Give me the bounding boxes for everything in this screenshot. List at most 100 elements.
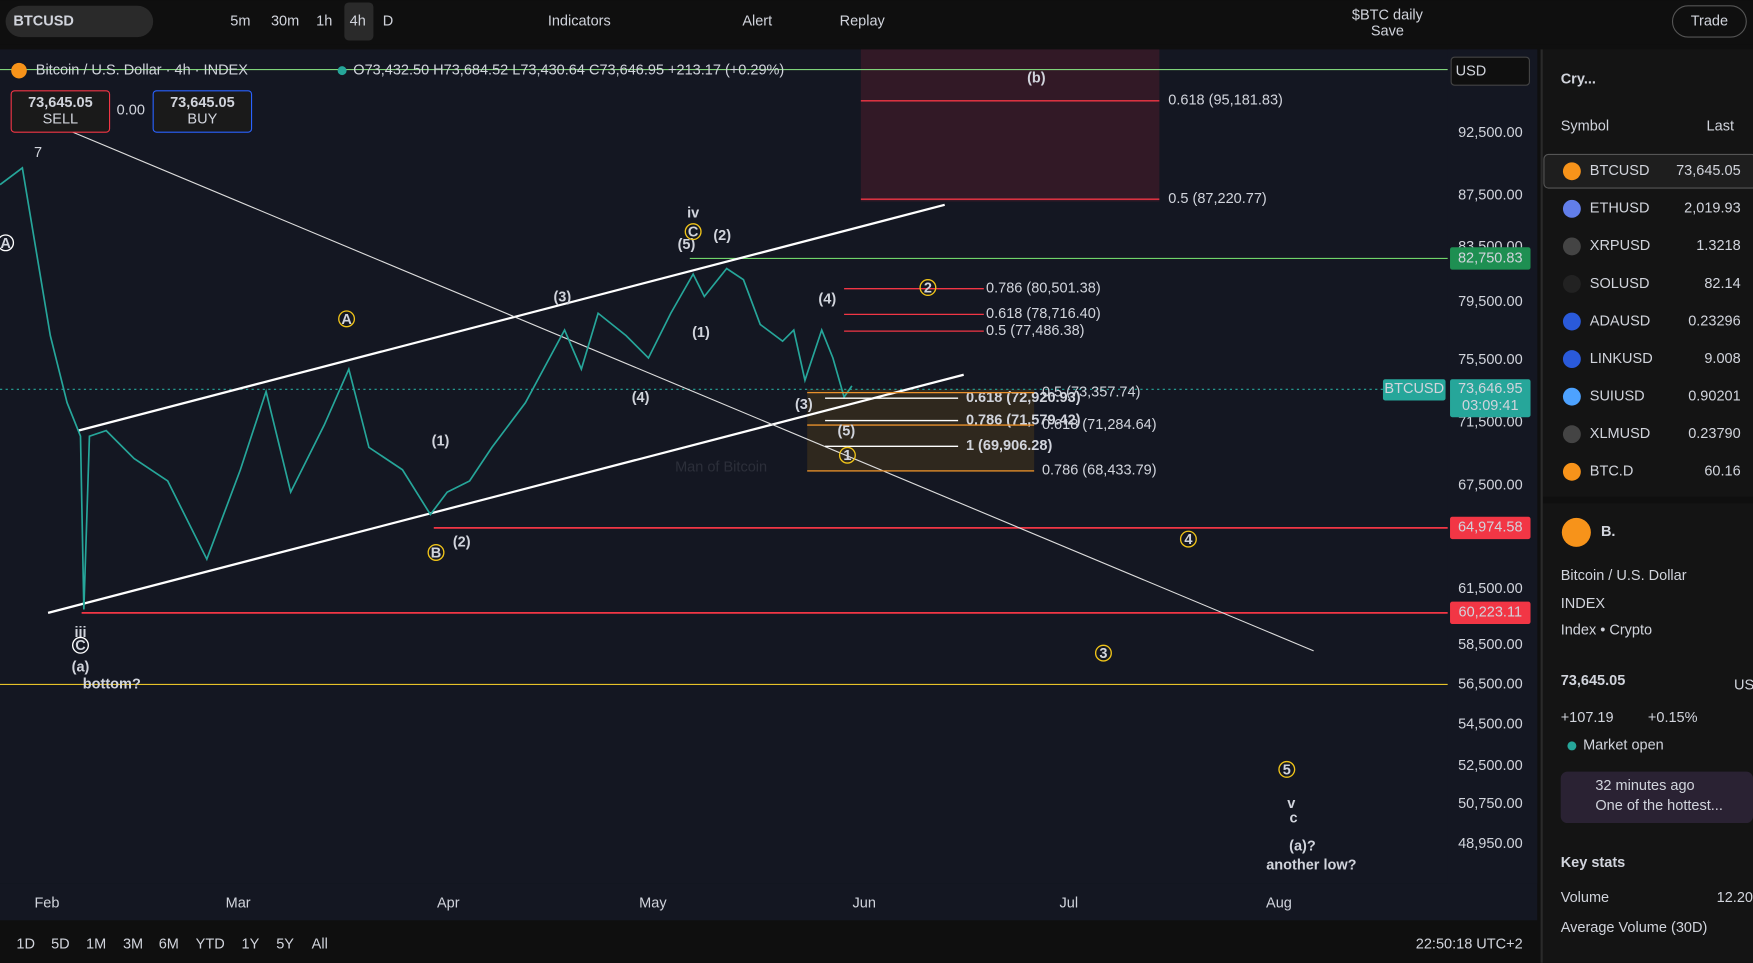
current-price: 73,646.95 [1458,381,1523,397]
wave-label: iv [687,206,700,222]
range-button[interactable]: 6M [159,937,179,953]
coin-icon [1562,425,1581,444]
price-label: 92,500.00 [1458,125,1523,141]
buy-box [152,90,253,133]
time-label: Mar [226,895,251,911]
last-cell: 0.23296 [1688,313,1740,329]
symbol-cell[interactable]: SOLUSD [1590,276,1650,292]
interval-button[interactable]: 4h [350,13,366,29]
trade-button[interactable] [1671,5,1747,38]
wave-label: (4) [818,292,836,308]
indicators-button[interactable]: Indicators [548,13,611,29]
symbol-icon [11,62,27,79]
price-tag [1450,601,1531,625]
price-label: 79,500.00 [1458,294,1523,310]
watchlist-title[interactable]: Cry... [1561,71,1596,87]
circled-label: B [431,545,441,561]
symbol-cell[interactable]: XRPUSD [1590,238,1651,254]
currency-box [1450,56,1530,86]
circled-marker [1179,530,1197,548]
price-label: 61,500.00 [1458,581,1523,597]
coin-icon [1562,199,1581,218]
range-button[interactable]: 1Y [242,937,260,953]
save-label: Save [1371,23,1404,39]
circled-marker [919,279,937,297]
fib-label: 0.618 (72,920.93) [966,390,1081,406]
watchlist-panel [1542,49,1753,497]
price-tag-label: 60,223.11 [1459,605,1522,621]
symbol-cell[interactable]: BTCUSD [1590,163,1650,179]
fib-label: 0.786 (68,433.79) [1042,463,1157,479]
interval-button[interactable]: 30m [271,13,299,29]
trade-button[interactable]: Trade [1691,13,1728,29]
layout-name[interactable]: $BTC daily [1352,8,1424,24]
sell-price[interactable]: 73,645.05 [28,95,93,111]
alert-button[interactable]: Alert [742,13,772,29]
buy-price[interactable]: 73,645.05 [170,95,235,111]
support-zone [807,389,1035,472]
row-selected [1543,153,1753,189]
time-axis [0,883,1538,921]
status-dot [337,66,347,76]
range-button[interactable]: 5Y [276,937,294,953]
wave-label: (3) [795,397,813,413]
wave-label: (1) [692,325,710,341]
last-cell: 82.14 [1704,276,1740,292]
circled-label: C [688,225,699,241]
range-button[interactable]: 3M [123,937,143,953]
last-cell: 9.008 [1704,351,1740,367]
symbol-box[interactable] [5,5,154,38]
circled-marker [0,234,15,252]
fib-label: 0.786 (80,501.38) [986,280,1101,296]
circled-marker [1094,644,1112,662]
buy-label: BUY [187,112,217,128]
symbol-cell[interactable]: ETHUSD [1590,201,1650,217]
interval-button[interactable]: D [383,13,393,29]
coin-icon [1562,387,1581,406]
stat-label: Volume [1561,890,1609,906]
time-label: Jul [1060,895,1079,911]
wave-label: (3) [553,289,571,305]
wave-label: (2) [453,534,471,550]
coin-icon [1562,162,1581,181]
symbol-cell[interactable]: BTC.D [1590,464,1634,480]
replay-button[interactable]: Replay [840,13,886,29]
time-label: Feb [34,895,59,911]
symbol-cell[interactable]: LINKUSD [1590,351,1653,367]
circled-label: 3 [1099,646,1107,662]
target-zone [860,49,1160,202]
top-toolbar [0,0,1753,45]
price-trace [0,166,853,610]
symbol-cell[interactable]: SUIUSD [1590,388,1645,404]
range-button[interactable]: 5D [51,937,70,953]
range-button[interactable]: YTD [196,937,225,953]
symbol-cell[interactable]: XLMUSD [1590,426,1651,442]
detail-symbol: B. [1601,524,1616,540]
circled-label: A [341,312,352,328]
interval-button[interactable]: 1h [316,13,332,29]
symbol[interactable]: BTCUSD [13,13,73,29]
current-symbol-tag [1382,379,1446,401]
wave-label: (a) [72,659,90,675]
price-tag [1450,247,1531,270]
price-label: 50,750.00 [1458,796,1523,812]
range-button[interactable]: 1D [16,937,35,953]
details-panel [1542,503,1753,963]
interval-button[interactable]: 5m [230,13,250,29]
detail-currency: US [1734,677,1753,693]
news-box [1560,771,1753,824]
range-button[interactable]: All [312,937,328,953]
symbol-cell[interactable]: ADAUSD [1590,313,1651,329]
wave-label: (b) [1027,70,1046,86]
circled-marker [427,543,445,561]
last-cell: 73,645.05 [1676,163,1741,179]
currency-select[interactable]: USD [1456,64,1487,80]
detail-name: Bitcoin / U.S. Dollar [1561,568,1687,584]
detail-icon [1561,517,1591,547]
range-button[interactable]: 1M [86,937,106,953]
sell-label: SELL [43,112,79,128]
price-tag [1450,516,1531,540]
fib-label: 0.618 (71,284.64) [1042,417,1157,433]
news-headline[interactable]: One of the hottest... [1595,798,1723,814]
